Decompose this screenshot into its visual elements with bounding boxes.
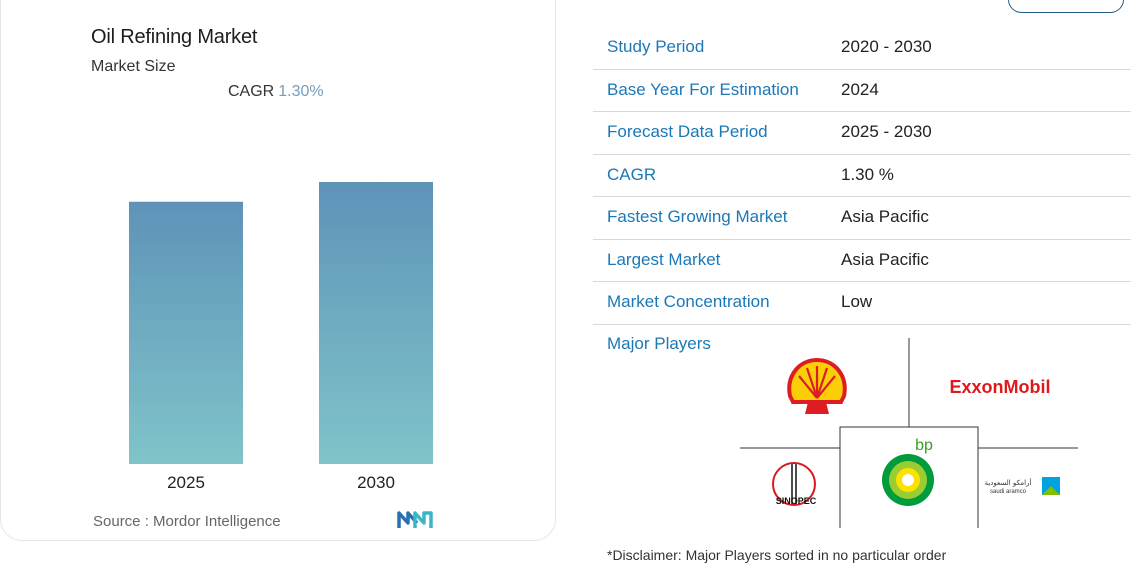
sinopec-logo[interactable]: SINOPEC <box>772 462 817 506</box>
market-summary-table: Study Period 2020 - 2030 Base Year For E… <box>593 27 1131 325</box>
exxonmobil-logo[interactable]: ExxonMobil <box>949 377 1050 397</box>
row-key[interactable]: Forecast Data Period <box>607 122 768 141</box>
aramco-wordmark: saudi aramco <box>990 489 1027 495</box>
row-key[interactable]: Study Period <box>607 37 705 56</box>
table-row: Forecast Data Period 2025 - 2030 <box>593 112 1131 155</box>
bar-2025 <box>129 201 243 465</box>
row-value: 2020 - 2030 <box>841 37 932 56</box>
aramco-arabic: أرامكو السعودية <box>985 478 1032 487</box>
row-key[interactable]: Market Concentration <box>607 292 770 311</box>
chart-subtitle: Market Size <box>91 58 176 75</box>
sinopec-wordmark: SINOPEC <box>776 496 817 506</box>
row-value: Asia Pacific <box>841 207 929 226</box>
table-row: Largest Market Asia Pacific <box>593 240 1131 282</box>
row-value: 2024 <box>841 79 879 99</box>
table-row: Market Concentration Low <box>593 282 1131 325</box>
cagr-value: 1.30% <box>278 83 324 100</box>
bar-2030 <box>319 182 433 464</box>
chart-title: Oil Refining Market <box>91 26 258 48</box>
table-row: Base Year For Estimation 2024 <box>593 70 1131 112</box>
x-tick-label: 2030 <box>357 473 395 492</box>
row-key[interactable]: Base Year For Estimation <box>607 79 799 99</box>
row-key[interactable]: Largest Market <box>607 249 721 269</box>
mordor-intelligence-logo <box>397 510 433 535</box>
row-value: 2025 - 2030 <box>841 122 932 141</box>
major-players-grid: ExxonMobil bp SINOPEC أرامكو السعودية sa… <box>740 338 1078 528</box>
row-value: 1.30 % <box>841 164 894 184</box>
top-right-button[interactable] <box>1008 0 1124 13</box>
bp-wordmark: bp <box>915 437 933 454</box>
table-row: CAGR 1.30 % <box>593 155 1131 197</box>
table-row: Fastest Growing Market Asia Pacific <box>593 197 1131 240</box>
major-players-label[interactable]: Major Players <box>607 334 711 353</box>
shell-logo[interactable] <box>787 357 847 414</box>
row-value: Asia Pacific <box>841 249 929 269</box>
market-size-card <box>0 0 556 541</box>
cagr-display: CAGR 1.30% <box>228 83 324 101</box>
x-tick-label: 2025 <box>167 473 205 492</box>
bar-chart: 2025 2030 <box>129 182 433 492</box>
row-key[interactable]: Fastest Growing Market <box>607 207 788 226</box>
saudi-aramco-logo[interactable]: أرامكو السعودية saudi aramco <box>985 477 1060 495</box>
disclaimer-text: *Disclaimer: Major Players sorted in no … <box>607 547 947 563</box>
row-value: Low <box>841 292 873 311</box>
bp-helios-logo[interactable] <box>882 454 934 506</box>
row-key[interactable]: CAGR <box>607 164 657 184</box>
table-row: Study Period 2020 - 2030 <box>593 27 1131 70</box>
source-text: Source : Mordor Intelligence <box>93 513 281 530</box>
cagr-label: CAGR <box>228 83 275 100</box>
